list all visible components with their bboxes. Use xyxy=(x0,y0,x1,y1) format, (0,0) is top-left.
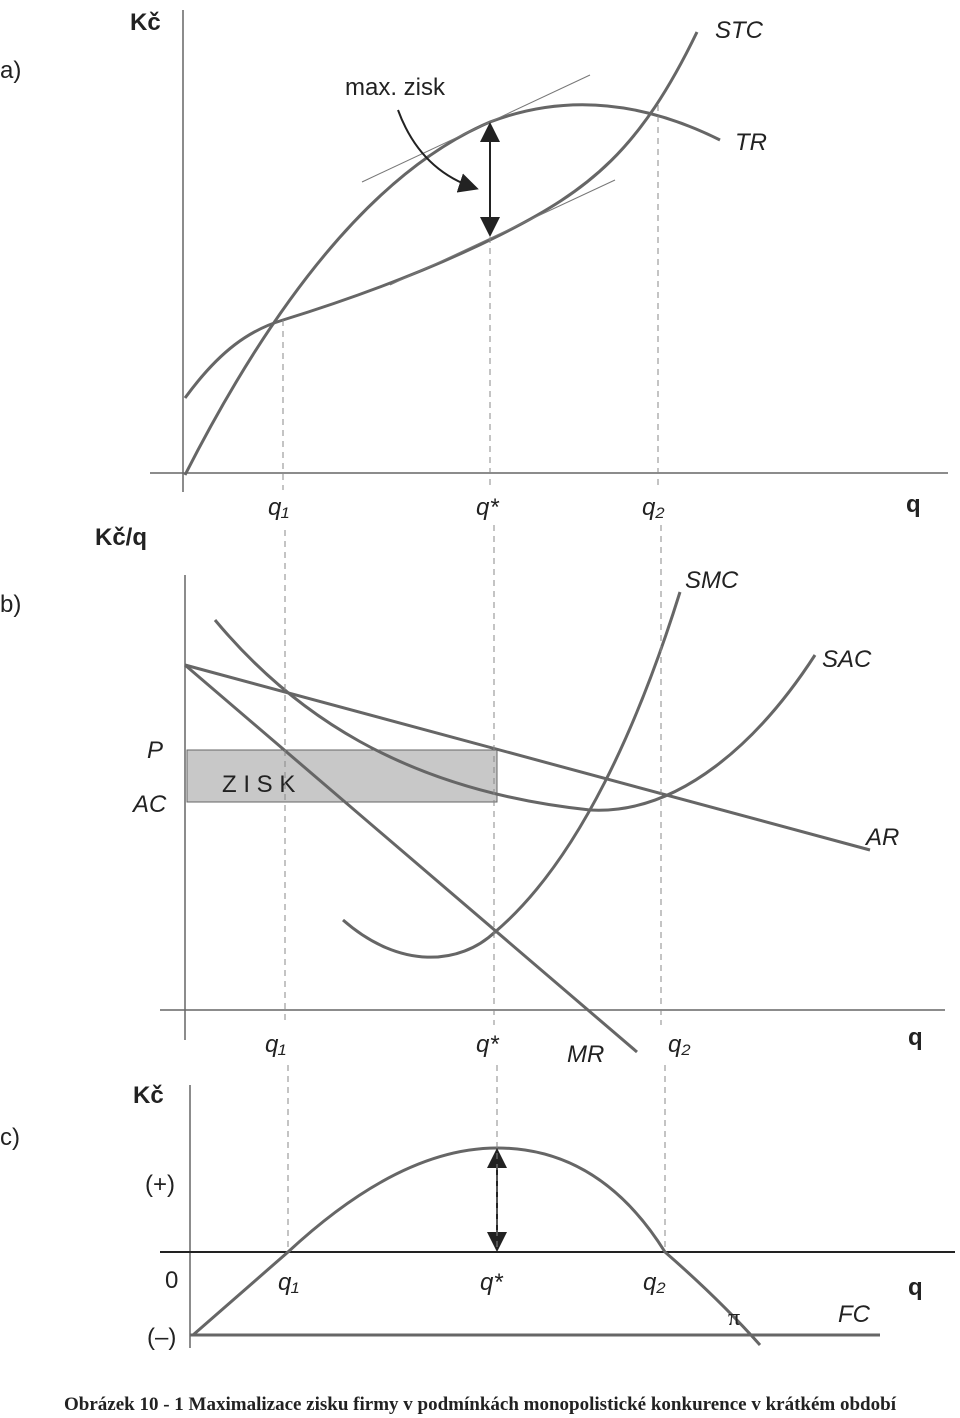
y-axis-label: Kč/q xyxy=(95,524,147,551)
panel-label: a) xyxy=(0,57,21,84)
x-label: q₂ xyxy=(668,1031,691,1058)
avg-cost-label: AC xyxy=(131,791,167,818)
x-label: q₂ xyxy=(643,1269,666,1296)
guide-line xyxy=(489,237,498,1252)
x-label: q xyxy=(908,1024,923,1051)
guide-line xyxy=(657,105,666,1252)
panel-c: c) Kč (+) 0 (–) π FC q₁ q* q₂ q xyxy=(0,1082,955,1351)
curve-label: π xyxy=(728,1305,740,1331)
negative-label: (–) xyxy=(147,1324,176,1351)
x-label: q₂ xyxy=(642,494,665,521)
curve-label: STC xyxy=(715,17,764,44)
mr-line xyxy=(184,663,638,1054)
y-axis-label: Kč xyxy=(130,9,161,36)
profit-label: Z I S K xyxy=(222,771,295,798)
smc-curve xyxy=(342,591,682,959)
ar-line xyxy=(184,663,871,852)
price-label: P xyxy=(147,737,163,764)
guide-line xyxy=(282,320,289,1252)
curve-label: SAC xyxy=(822,646,872,673)
curve-label: TR xyxy=(735,129,767,156)
tr-curve xyxy=(183,103,721,476)
curve-label: AR xyxy=(864,824,899,851)
caption: Obrázek 10 - 1 Maximalizace zisku firmy … xyxy=(64,1394,897,1415)
x-label: q xyxy=(906,491,921,518)
panel-a: a) Kč max. zisk STC TR q₁ q* q₂ q xyxy=(0,9,948,521)
guide-lines xyxy=(282,105,666,1252)
x-label: q₁ xyxy=(278,1269,299,1296)
tangent xyxy=(361,74,591,183)
annotation-arrow xyxy=(397,109,479,193)
x-label: q₁ xyxy=(265,1031,286,1058)
x-label: q* xyxy=(476,494,499,521)
curve-label: MR xyxy=(567,1041,604,1068)
annotation: max. zisk xyxy=(345,74,446,101)
panel-label: b) xyxy=(0,591,21,618)
panel-label: c) xyxy=(0,1124,20,1151)
panel-b: b) Kč/q SMC SAC AR MR P AC Z I S K q₁ q*… xyxy=(0,524,945,1068)
x-label: q* xyxy=(476,1031,499,1058)
zero-label: 0 xyxy=(165,1267,178,1294)
profit-curve xyxy=(192,1146,762,1346)
x-label: q* xyxy=(480,1269,503,1296)
positive-label: (+) xyxy=(145,1171,175,1198)
profit-area xyxy=(186,749,498,803)
sac-curve xyxy=(213,619,817,812)
x-label: q₁ xyxy=(268,494,289,521)
x-label: q xyxy=(908,1274,923,1301)
curve-label: SMC xyxy=(685,567,739,594)
curve-label: FC xyxy=(838,1301,871,1328)
tangent xyxy=(389,179,616,286)
stc-curve xyxy=(183,31,699,399)
y-axis-label: Kč xyxy=(133,1082,164,1109)
